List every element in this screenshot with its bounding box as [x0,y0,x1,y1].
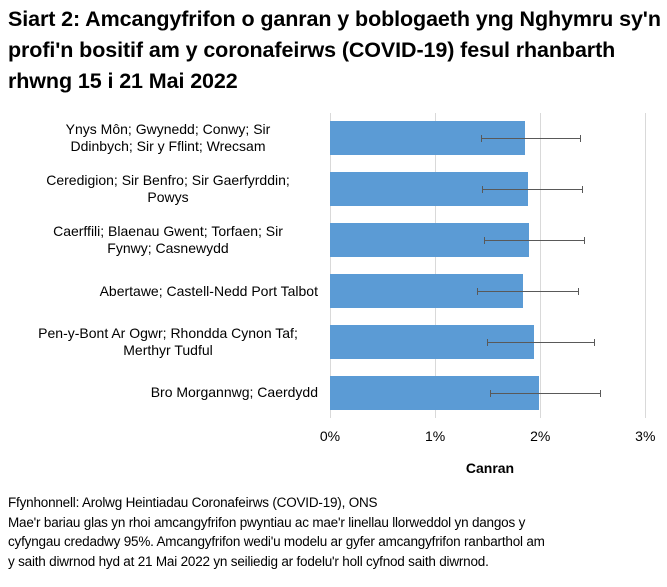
y-axis-line [330,113,331,418]
error-bar [484,240,585,242]
category-label: Bro Morgannwg; Caerdydd [150,384,318,401]
x-tick-label: 3% [635,428,656,444]
explanatory-note-line-2: cyfyngau credadwy 95%. Amcangyfrifon wed… [8,534,545,549]
error-bar [486,342,594,344]
error-bar-cap-lower [481,135,483,143]
source-note: Ffynhonnell: Arolwg Heintiadau Coronafei… [8,495,378,510]
error-bar-cap-upper [578,288,580,296]
explanatory-note-line-1: Mae'r bariau glas yn rhoi amcangyfrifon … [8,514,526,530]
error-bar [482,189,583,191]
x-tick-label: 1% [424,428,446,444]
error-bar-cap-upper [580,135,582,143]
error-bar-cap-lower [489,389,491,397]
error-bar [477,291,579,293]
error-bar [489,392,601,394]
error-bar [481,138,581,140]
category-label: Pen-y-Bont Ar Ogwr; Rhondda Cynon Taf; Me… [38,325,298,359]
error-bar-cap-upper [582,186,584,194]
error-bar-cap-lower [484,237,486,245]
x-axis-title: Canran [465,460,515,476]
gridline [645,113,647,418]
error-bar-cap-upper [600,389,602,397]
category-label: Abertawe; Castell-Nedd Port Talbot [99,282,318,299]
error-bar-cap-lower [477,288,479,296]
category-label: Caerffili; Blaenau Gwent; Torfaen; Sir Fy… [53,223,283,257]
category-label: Ceredigion; Sir Benfro; Sir Gaerfyrddin;… [46,172,290,206]
explanatory-note-line-3: y saith diwrnod hyd at 21 Mai 2022 yn se… [8,553,489,569]
bar-chart: 0% 1% 2% 3% Ynys Môn; Gwynedd; Conwy; Sir Ddi… [38,113,656,444]
gridline [435,113,437,418]
category-label: Ynys Môn; Gwynedd; Conwy; Sir Ddinbych; S… [65,121,271,155]
chart-title: Siart 2: Amcangyfrifon o ganran y boblog… [8,7,661,93]
x-tick-label: 2% [530,428,551,444]
gridline [540,113,542,418]
x-tick-label: 0% [319,428,341,444]
chart-footer: Ffynhonnell: Arolwg Heintiadau Coronafei… [8,493,663,571]
error-bar-cap-upper [593,339,595,347]
error-bar-cap-upper [584,237,586,245]
error-bar-cap-lower [482,186,484,194]
error-bar-cap-lower [486,339,488,347]
